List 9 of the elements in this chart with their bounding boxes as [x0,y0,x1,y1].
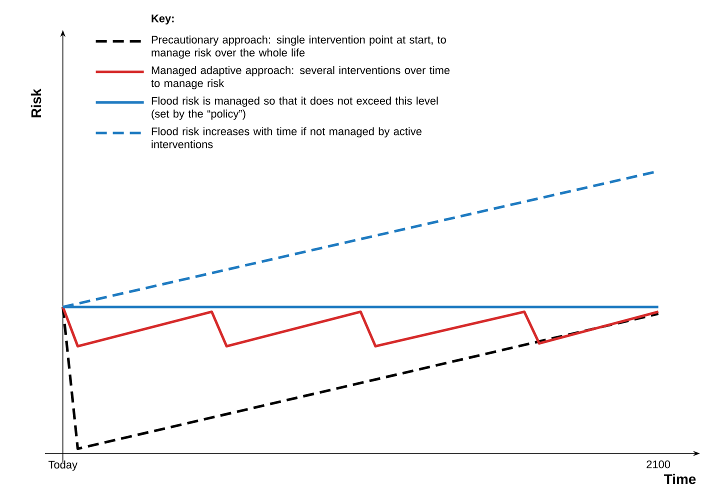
legend-label: Flood risk increases with time if not managed by active interventions [152,127,422,148]
legend-label: Precautionary approach: single intervention point at start, to manage risk over the whole life [152,36,446,59]
legend-label: Flood risk is managed so that it does not exceed this level (set by the “policy”) [152,96,438,120]
y-axis-title: Risk [30,88,42,118]
legend-title: Key: [152,14,174,24]
x-tick-label: 2100 [646,460,670,468]
x-axis-title: Time [664,474,696,484]
x-tick-label: Today [48,460,78,471]
legend-label: Managed adaptive approach: several interventions over time to manage risk [151,66,450,90]
